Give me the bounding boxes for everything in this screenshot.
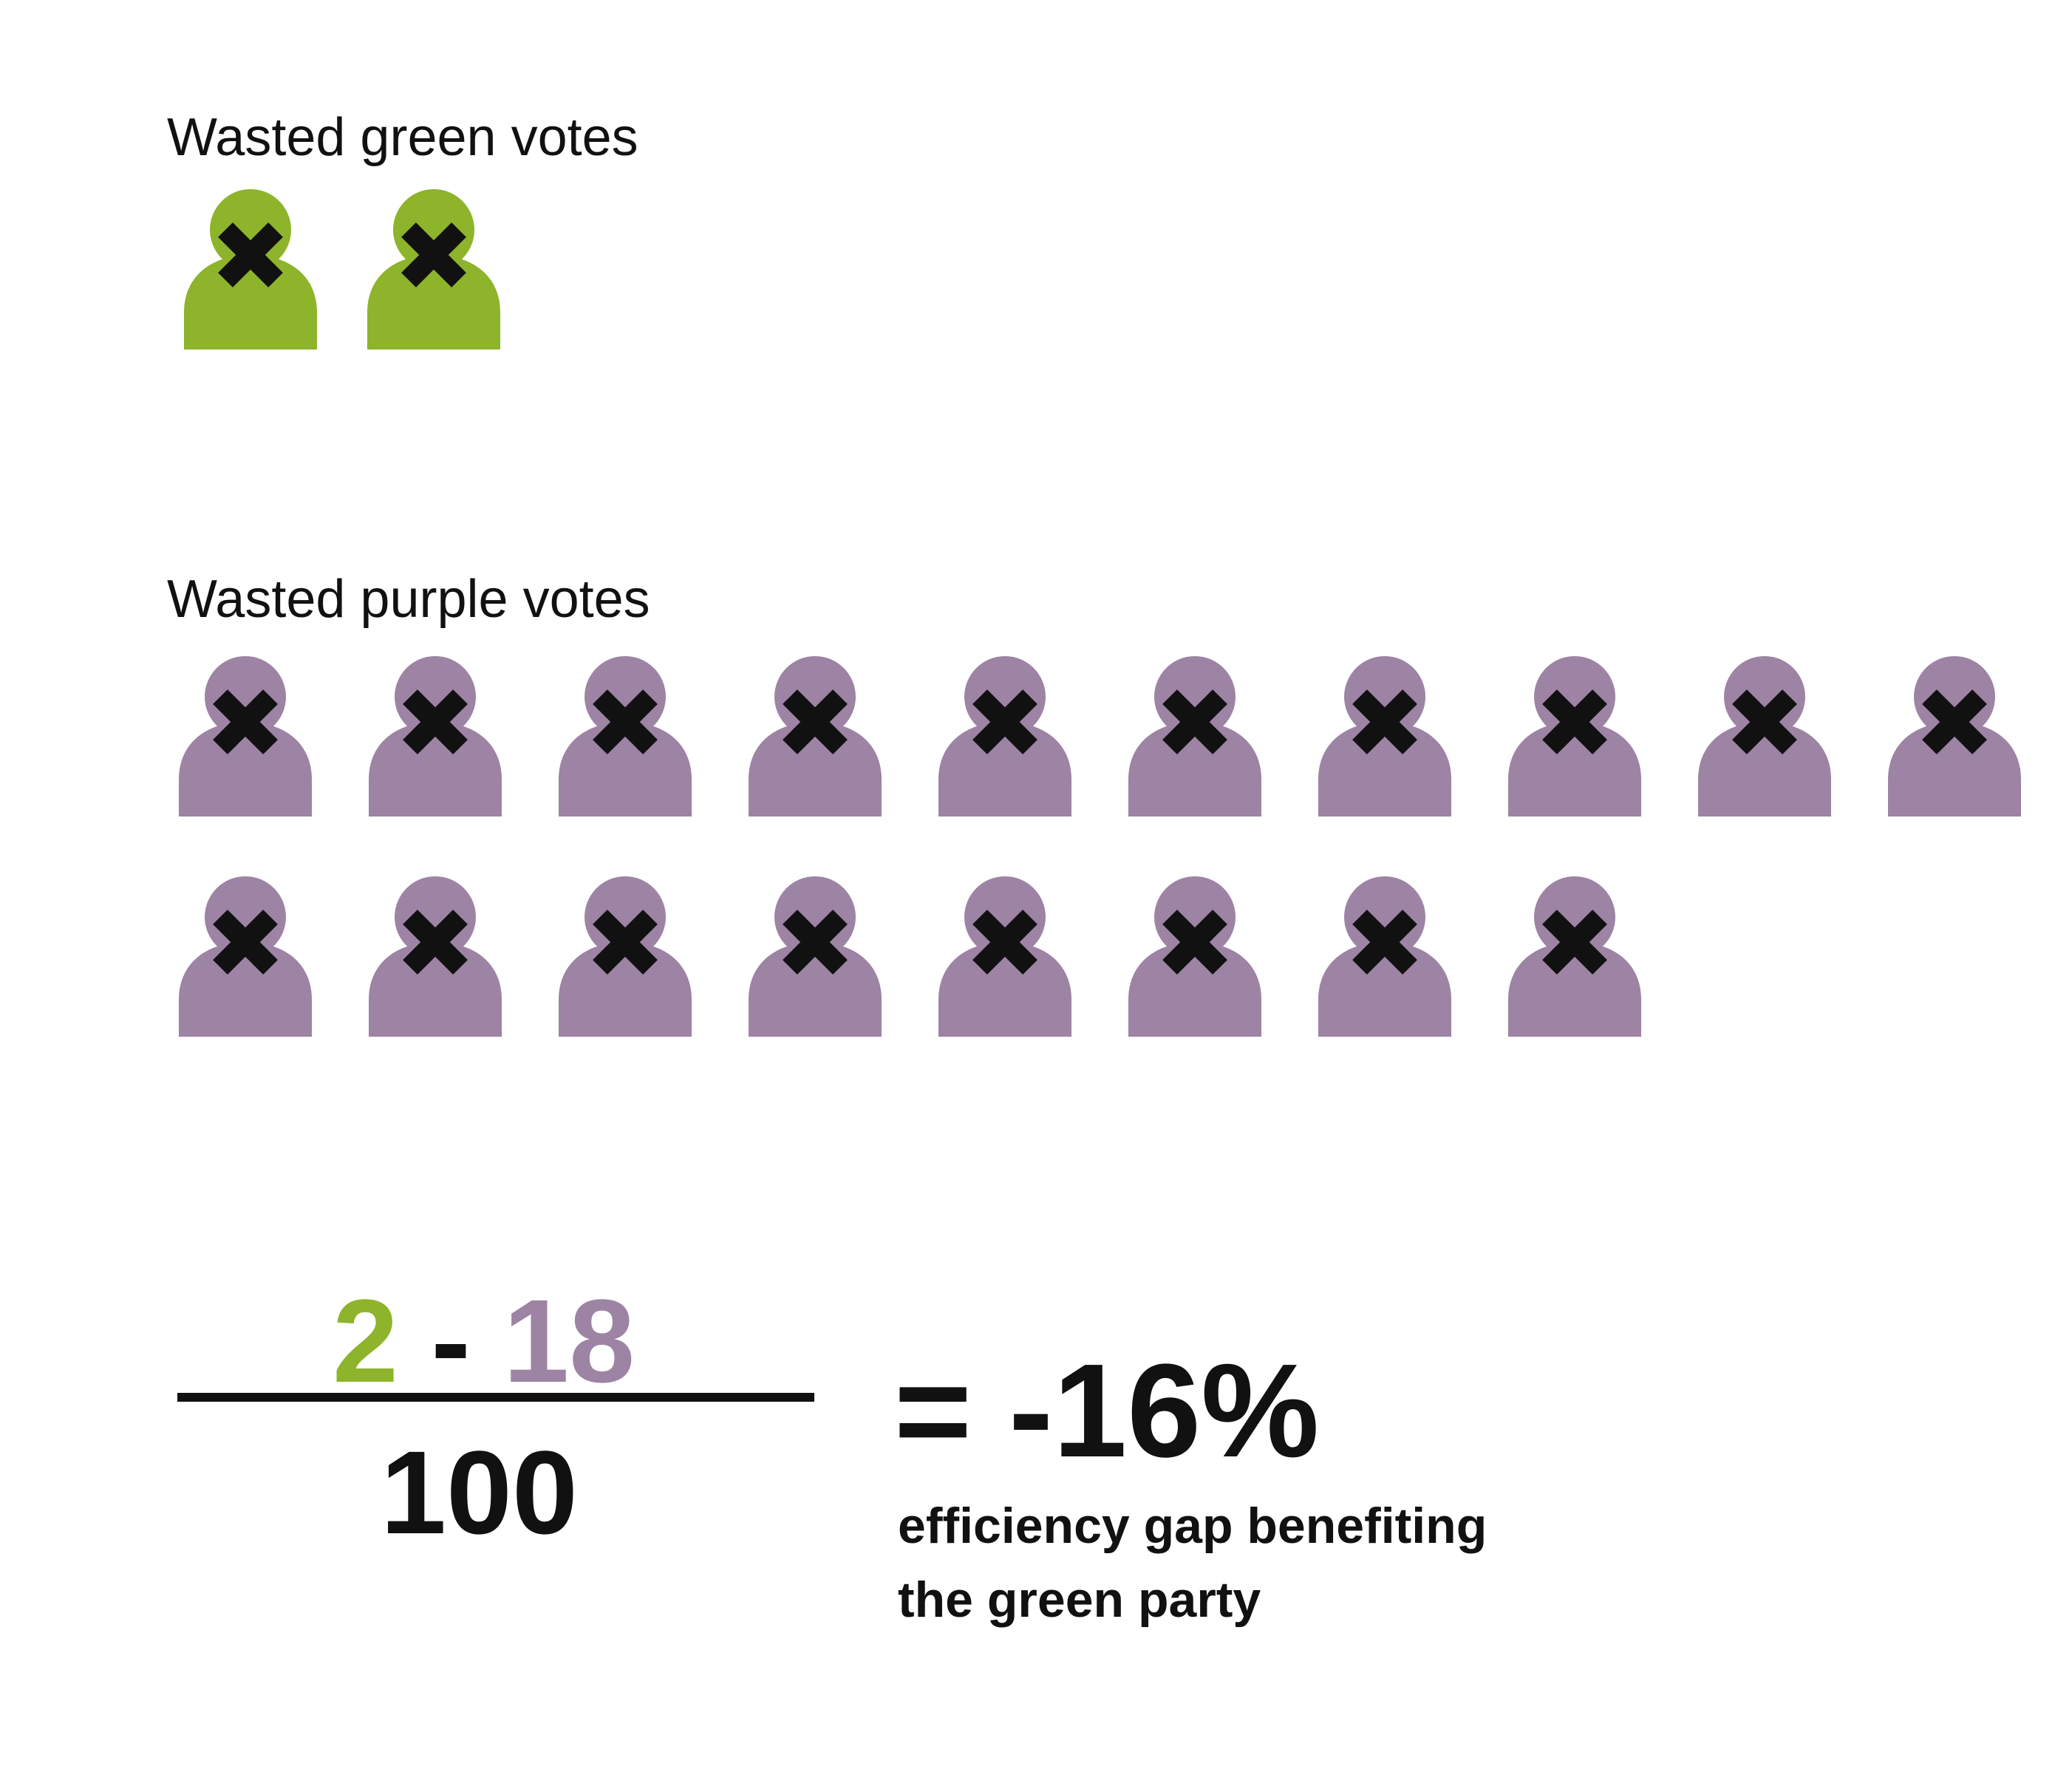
fraction-bar [177,1393,814,1402]
person-crossed-icon [177,874,313,1037]
person-crossed-icon [1507,654,1643,817]
green-wasted-count: 2 [333,1275,398,1407]
person-crossed-icon [367,874,503,1037]
purple-votes-heading: Wasted purple votes [167,570,650,629]
purple-wasted-count: 18 [503,1275,635,1407]
caption-line-1: efficiency gap benefiting [898,1498,1487,1554]
person-crossed-icon [1127,654,1263,817]
person-crossed-icon [747,654,883,817]
person-crossed-icon [1317,654,1453,817]
person-crossed-icon [557,874,693,1037]
result-caption: efficiency gap benefiting the green part… [898,1489,1637,1637]
formula-denominator: 100 [381,1426,578,1558]
person-crossed-icon [937,654,1073,817]
person-crossed-icon [1127,874,1263,1037]
person-crossed-icon [1317,874,1453,1037]
person-crossed-icon [1887,654,2022,817]
person-crossed-icon [177,654,313,817]
green-votes-heading: Wasted green votes [167,108,638,167]
person-crossed-icon [366,187,502,350]
formula-result: = -16% [894,1337,1320,1485]
person-crossed-icon [1697,654,1833,817]
person-crossed-icon [747,874,883,1037]
formula-numerator: 2 - 18 [333,1282,635,1400]
minus-operator: - [431,1275,471,1407]
person-crossed-icon [557,654,693,817]
person-crossed-icon [183,187,318,350]
caption-line-2: the green party [898,1572,1261,1628]
person-crossed-icon [367,654,503,817]
person-crossed-icon [1507,874,1643,1037]
person-crossed-icon [937,874,1073,1037]
